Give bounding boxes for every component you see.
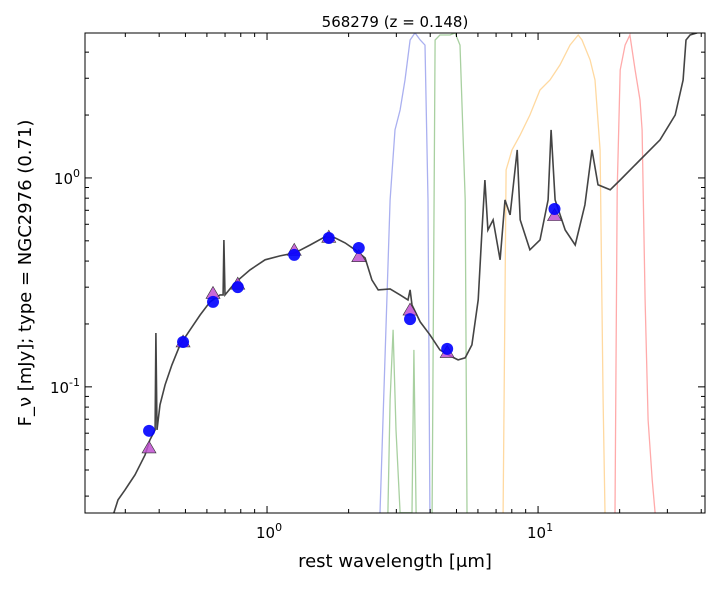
tick-labels: 100 101 10-1 100 — [50, 167, 553, 542]
observed-point — [404, 313, 417, 326]
chart-title: 568279 (z = 0.148) — [322, 13, 469, 31]
tick-label: 101 — [527, 521, 553, 542]
observed-point — [207, 295, 220, 308]
plot-frame — [84, 32, 706, 514]
tick-label: 100 — [54, 167, 80, 188]
filter-green-low-curve — [387, 329, 417, 513]
photometry-points — [141, 203, 563, 454]
observed-point — [322, 231, 335, 244]
model-point — [351, 249, 367, 262]
tick-label: 100 — [256, 521, 282, 542]
x-axis-label: rest wavelength [μm] — [298, 551, 492, 572]
filter-orange-curve — [502, 33, 606, 513]
observed-point — [177, 335, 190, 348]
observed-point — [143, 424, 156, 437]
axis-ticks — [85, 33, 705, 513]
model-point — [141, 440, 157, 454]
observed-point — [352, 241, 365, 254]
tick-label: 10-1 — [50, 376, 80, 397]
filter-green-curve — [431, 33, 468, 513]
filter-blue-curve — [379, 33, 431, 513]
observed-point — [548, 203, 561, 216]
observed-point — [441, 342, 454, 355]
observed-point — [231, 281, 244, 294]
observed-point — [288, 248, 301, 261]
y-axis-label: F_ν [mJy]; type = NGC2976 (0.71) — [15, 120, 36, 427]
filter-curves — [379, 33, 656, 513]
sed-curve-group — [113, 33, 698, 513]
sed-curve — [113, 33, 698, 513]
filter-red-curve — [614, 33, 656, 513]
